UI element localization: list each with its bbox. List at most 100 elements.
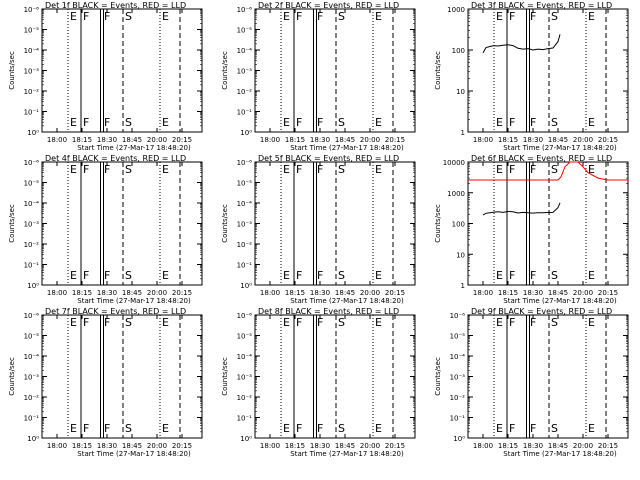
x-tick-label: 18:15: [285, 136, 305, 144]
y-axis-label: Counts/sec: [221, 51, 229, 90]
event-marker-label: F: [83, 316, 89, 329]
y-tick-label: 10⁻¹: [237, 262, 253, 270]
x-tick-label: 18:15: [498, 442, 518, 450]
x-axis-label: Start Time (27-Mar-17 18:48:20): [290, 450, 404, 458]
event-marker-label: E: [496, 422, 503, 435]
event-marker-label: E: [375, 422, 382, 435]
event-marker-label: S: [551, 422, 558, 435]
x-tick-label: 20:00: [360, 289, 380, 297]
event-marker-label: E: [588, 316, 595, 329]
event-marker-label: F: [104, 10, 110, 23]
x-tick-label: 20:00: [147, 136, 167, 144]
y-tick-label: 10⁻²: [237, 394, 253, 402]
event-marker-label: F: [509, 116, 515, 129]
y-tick-label: 1: [461, 282, 465, 290]
y-tick-label: 1000: [447, 6, 465, 14]
event-marker-label: E: [588, 163, 595, 176]
event-marker-label: F: [317, 269, 323, 282]
plot-frame: [254, 314, 416, 439]
x-tick-label: 20:15: [598, 442, 618, 450]
x-axis-label: Start Time (27-Mar-17 18:48:20): [290, 144, 404, 152]
event-marker-label: F: [317, 163, 323, 176]
event-marker-label: F: [530, 116, 536, 129]
y-tick-label: 10⁰: [453, 435, 465, 443]
panel-title: Det 8f BLACK = Events, RED = LLD: [258, 307, 399, 316]
panel-det-2: Det 2f BLACK = Events, RED = LLD Counts/s…: [221, 1, 416, 152]
event-marker-label: F: [530, 316, 536, 329]
y-tick-label: 10⁻²: [237, 241, 253, 249]
panel-det-5: Det 5f BLACK = Events, RED = LLD Counts/s…: [221, 154, 416, 305]
y-tick-label: 10⁻⁴: [237, 47, 253, 55]
x-tick-label: 18:45: [335, 289, 355, 297]
event-marker-label: F: [296, 269, 302, 282]
panel-title: Det 3f BLACK = Events, RED = LLD: [471, 1, 612, 10]
panel-title: Det 2f BLACK = Events, RED = LLD: [258, 1, 399, 10]
plot-frame: [254, 161, 416, 286]
y-axis-label: Counts/sec: [434, 51, 442, 90]
event-marker-label: E: [283, 10, 290, 23]
y-tick-label: 10⁻⁶: [24, 159, 40, 167]
event-marker-label: E: [70, 422, 77, 435]
x-tick-label: 18:45: [122, 289, 142, 297]
event-marker-label: S: [125, 116, 132, 129]
event-marker-label: E: [375, 116, 382, 129]
x-tick-label: 18:30: [310, 289, 330, 297]
x-tick-label: 18:30: [523, 289, 543, 297]
x-tick-label: 20:15: [172, 136, 192, 144]
x-tick-label: 18:45: [122, 136, 142, 144]
event-marker-label: F: [317, 316, 323, 329]
event-marker-label: F: [104, 316, 110, 329]
x-tick-label: 18:30: [97, 136, 117, 144]
x-tick-label: 20:15: [385, 442, 405, 450]
event-marker-label: F: [509, 269, 515, 282]
event-marker-label: F: [509, 422, 515, 435]
y-tick-label: 10⁻⁶: [237, 159, 253, 167]
event-marker-label: F: [296, 163, 302, 176]
event-marker-label: S: [125, 163, 132, 176]
event-marker-label: F: [509, 316, 515, 329]
y-tick-label: 10⁻⁶: [24, 6, 40, 14]
event-marker-label: F: [83, 10, 89, 23]
panel-det-7: Det 7f BLACK = Events, RED = LLD Counts/s…: [8, 307, 203, 458]
y-axis-label: Counts/sec: [8, 204, 16, 243]
x-tick-label: 20:00: [147, 289, 167, 297]
y-tick-label: 10⁻²: [24, 88, 40, 96]
event-marker-label: F: [317, 422, 323, 435]
event-marker-label: S: [551, 163, 558, 176]
y-tick-label: 10⁻¹: [24, 109, 40, 117]
x-tick-label: 18:45: [548, 289, 568, 297]
x-tick-label: 18:45: [122, 442, 142, 450]
y-tick-label: 10: [456, 88, 465, 96]
event-marker-label: F: [317, 10, 323, 23]
event-marker-label: F: [104, 269, 110, 282]
y-axis-label: Counts/sec: [434, 357, 442, 396]
event-marker-label: F: [509, 10, 515, 23]
event-marker-label: S: [551, 269, 558, 282]
event-marker-label: F: [296, 316, 302, 329]
y-axis-label: Counts/sec: [8, 51, 16, 90]
y-tick-label: 10⁻²: [24, 394, 40, 402]
y-tick-label: 10⁻¹: [24, 262, 40, 270]
y-tick-label: 1: [461, 129, 465, 137]
event-marker-label: F: [104, 116, 110, 129]
y-axis-label: Counts/sec: [221, 204, 229, 243]
panel-title: Det 6f BLACK = Events, RED = LLD: [471, 154, 612, 163]
y-tick-label: 10⁻⁴: [24, 200, 40, 208]
event-marker-label: S: [338, 422, 345, 435]
event-marker-label: E: [496, 10, 503, 23]
x-tick-label: 18:45: [335, 136, 355, 144]
y-tick-label: 10⁻⁵: [237, 180, 253, 188]
y-tick-label: 10⁻³: [237, 221, 253, 229]
y-tick-label: 10⁻⁵: [237, 333, 253, 341]
x-tick-label: 18:00: [473, 136, 493, 144]
x-tick-label: 18:00: [260, 136, 280, 144]
event-marker-label: F: [104, 422, 110, 435]
x-tick-label: 20:00: [360, 136, 380, 144]
y-tick-label: 10⁻³: [237, 374, 253, 382]
event-marker-label: E: [283, 116, 290, 129]
y-tick-label: 10⁻²: [237, 88, 253, 96]
y-tick-label: 10⁻²: [450, 394, 466, 402]
y-axis-label: Counts/sec: [434, 204, 442, 243]
event-marker-label: S: [338, 10, 345, 23]
x-tick-label: 18:15: [498, 289, 518, 297]
